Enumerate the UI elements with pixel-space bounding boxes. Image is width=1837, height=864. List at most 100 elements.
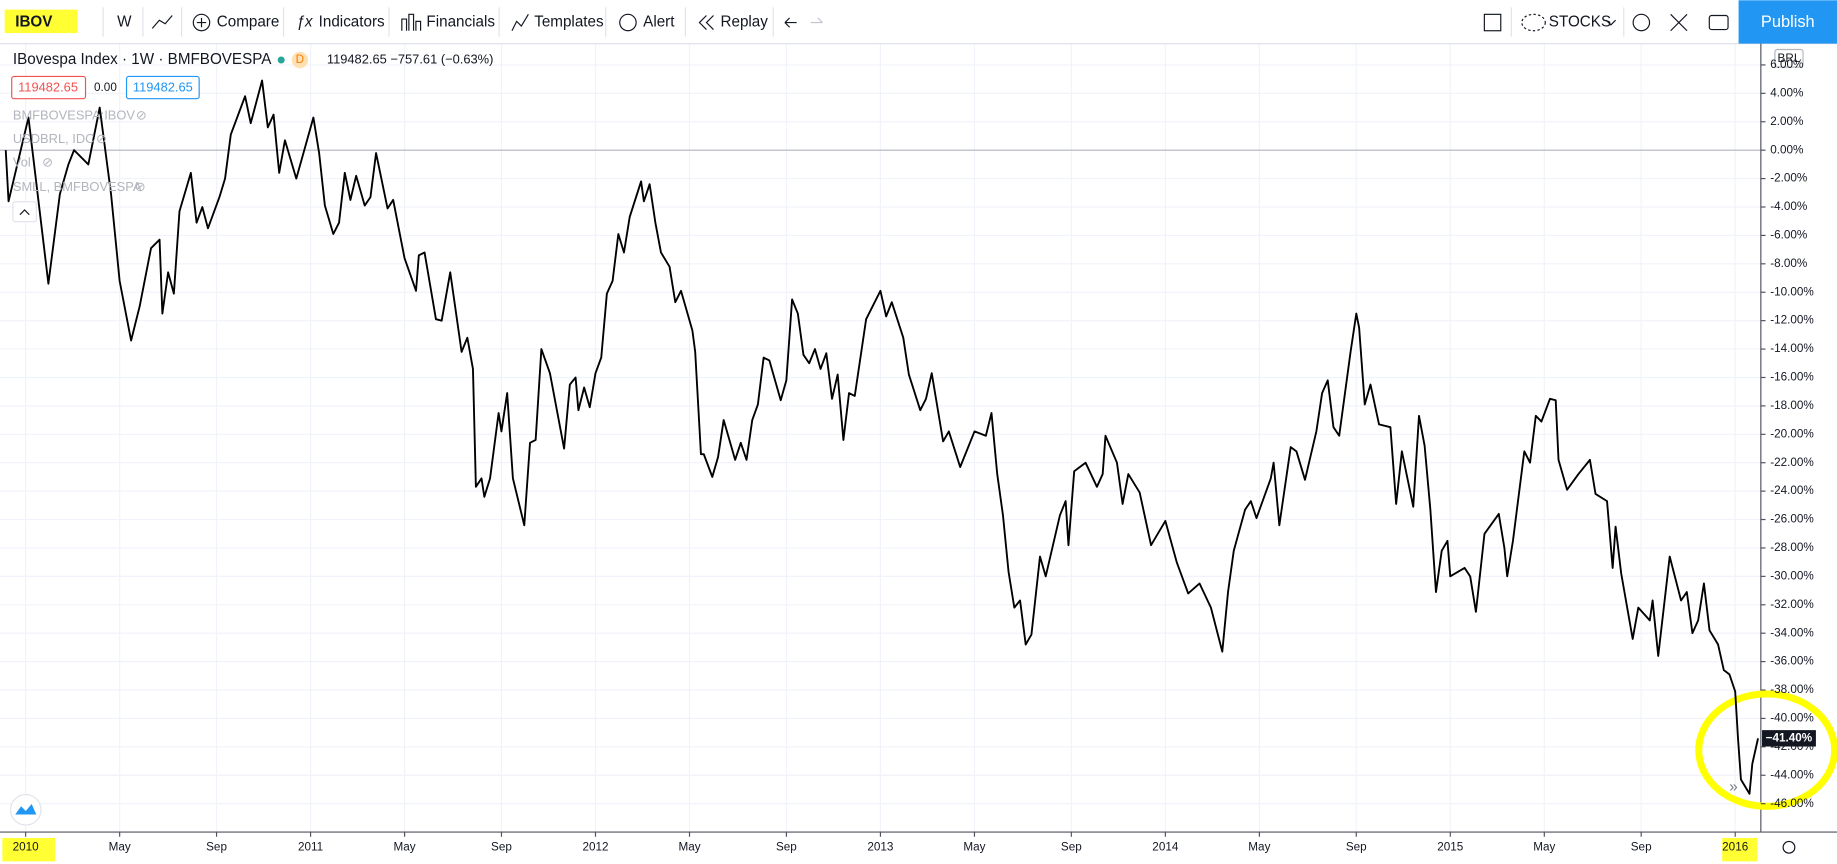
y-tick-label: -20.00% [1770,427,1814,440]
hidden-icon[interactable]: ⊘ [96,131,107,146]
highlight [4,9,78,34]
toolbar-item[interactable]: Financials [426,14,495,31]
toolbar: IBOV W Compare ƒx Indicators Financials … [0,0,1837,45]
x-tick-label: May [394,840,416,853]
y-tick-label: -16.00% [1770,371,1814,384]
y-tick-label: -22.00% [1770,456,1814,469]
y-tick-label: -4.00% [1770,200,1807,213]
currency-box[interactable] [1774,48,1804,68]
highlight-circle [1695,690,1837,810]
spread: 0.00 [94,81,117,94]
x-tick-label: Sep [491,840,512,853]
highlight [2,837,56,862]
y-tick-label: -38.00% [1770,683,1814,696]
y-tick-label: -28.00% [1770,541,1814,554]
logo-icon [15,803,37,815]
legend-title: IBovespa Index · 1W · BMFBOVESPA [13,51,272,68]
publish-label[interactable]: Publish [1761,13,1815,31]
status-dot [277,56,285,64]
last-price-box [1762,730,1816,747]
ask-box[interactable] [125,75,200,100]
toolbar-item[interactable]: Replay [721,14,769,31]
cloud-icon [1521,13,1546,32]
y-tick-label: -6.00% [1770,229,1807,242]
legend-quote: 119482.65 −757.61 (−0.63%) [327,51,494,66]
y-tick-label: -18.00% [1770,399,1814,412]
x-tick-label: 2011 [298,840,323,853]
price-line [4,79,1759,795]
last-price-label: −41.40% [1766,731,1813,744]
toolbar-item[interactable]: Compare [217,14,280,31]
collapse-button[interactable] [12,201,37,223]
settings[interactable] [1632,13,1651,32]
y-tick-label: -10.00% [1770,285,1814,298]
bid[interactable]: 119482.65 [18,80,78,95]
financials-icon [401,13,422,31]
study: Vol [13,155,31,170]
axis-settings[interactable] [1782,840,1796,854]
plot [4,79,1759,795]
x-tick-label: May [1533,840,1555,853]
y-tick-label: -24.00% [1770,484,1814,497]
collapse-arrow [19,209,30,216]
toolbar-item[interactable]: Alert [643,14,675,31]
alert-icon [619,13,637,32]
symbol[interactable]: IBOV [15,14,53,31]
y-tick-label: -2.00% [1770,172,1807,185]
fullscreen-toggle[interactable] [1483,13,1502,32]
y-tick-label: -46.00% [1770,797,1814,810]
y-tick-label: -14.00% [1770,342,1814,355]
publish-button[interactable] [1738,0,1837,44]
y-tick-label: 0.00% [1770,143,1803,156]
y-tick-label: 4.00% [1770,86,1803,99]
dropdown-arrow [1605,19,1616,26]
templates-icon [511,14,529,32]
toolbar-item[interactable]: Templates [534,14,604,31]
y-tick-label: -26.00% [1770,513,1814,526]
legend: IBovespa Index · 1W · BMFBOVESPA D 11948… [11,51,494,223]
badge-bg [291,51,309,69]
y-tick-label: -44.00% [1770,768,1814,781]
y-tick-label: -30.00% [1770,569,1814,582]
toolbar-bg [0,0,1837,44]
x-tick-label: May [678,840,700,853]
scroll-right[interactable]: » [1729,779,1737,796]
grid [0,43,1761,833]
indicators-icon: ƒx [296,14,313,31]
bid-box[interactable] [11,75,87,100]
currency[interactable]: BRL [1778,52,1801,65]
y-tick-label: -32.00% [1770,598,1814,611]
x-tick-label: Sep [1346,840,1367,853]
highlight [1722,837,1758,862]
ask[interactable]: 119482.65 [133,80,193,95]
undo[interactable] [784,17,797,28]
study: SMLL, BMFBOVESPA [13,179,142,194]
y-tick-label: 2.00% [1770,115,1803,128]
y-tick-label: 6.00% [1770,58,1803,71]
expand[interactable] [1670,13,1688,32]
x-tick-label: 2016 [1722,840,1748,853]
snapshot[interactable] [1708,14,1729,31]
hidden-icon[interactable]: ⊘ [135,179,146,194]
hidden-icon[interactable]: ⊘ [136,108,147,123]
hidden-icon[interactable]: ⊘ [42,155,53,170]
y-tick-label: -34.00% [1770,626,1814,639]
y-tick-label: -40.00% [1770,712,1814,725]
logo[interactable] [9,794,42,826]
layout-name[interactable]: STOCKS [1549,14,1611,31]
x-tick-label: Sep [1061,840,1082,853]
badge: D [296,53,304,66]
toolbar-item[interactable]: Indicators [319,14,385,31]
x-tick-label: May [109,840,131,853]
chart-style-icon[interactable] [151,15,173,29]
interval[interactable]: W [117,14,132,31]
y-tick-label: -36.00% [1770,655,1814,668]
x-tick-label: May [1248,840,1270,853]
x-tick-label: Sep [1631,840,1652,853]
x-tick-label: Sep [776,840,797,853]
compare-icon [192,13,211,32]
y-tick-label: -8.00% [1770,257,1807,270]
y-tick-label: -12.00% [1770,314,1814,327]
